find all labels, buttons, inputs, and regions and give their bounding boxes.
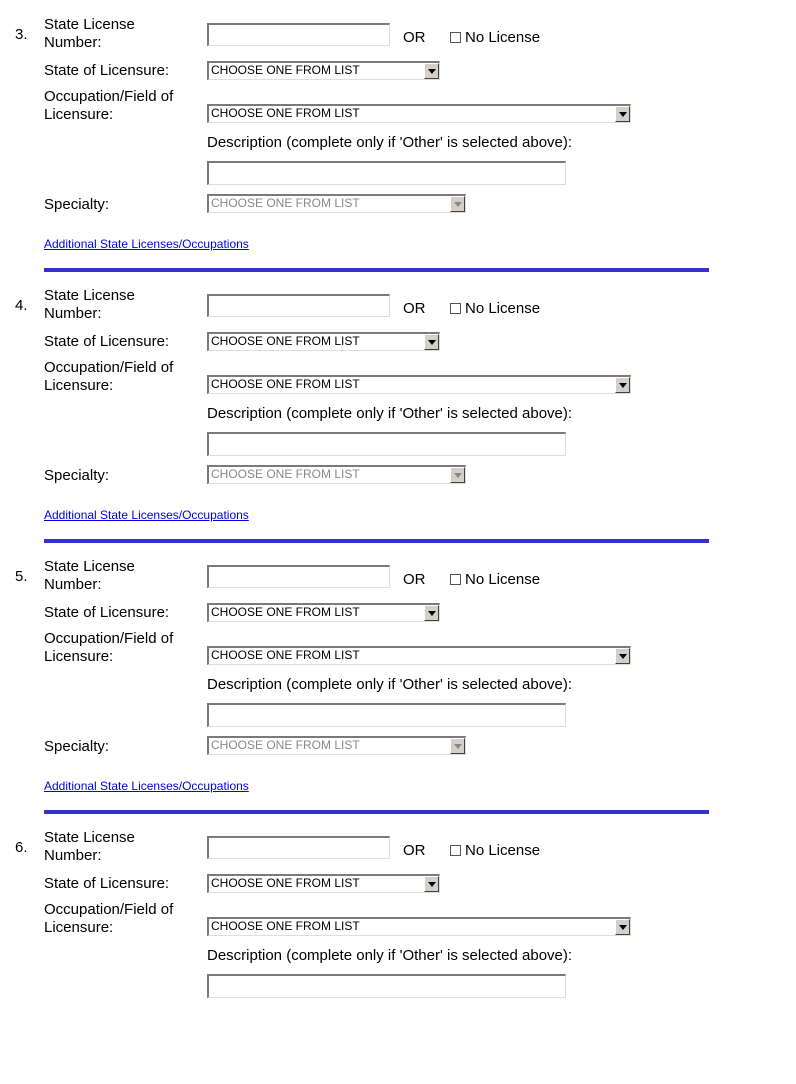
specialty-select[interactable]: CHOOSE ONE FROM LIST — [207, 736, 466, 755]
state-of-licensure-select[interactable]: CHOOSE ONE FROM LIST — [207, 61, 440, 80]
license-number-input[interactable] — [207, 294, 390, 317]
description-label: Description (complete only if 'Other' is… — [207, 134, 573, 151]
section-number: 5. — [15, 568, 28, 585]
occupation-label-line2: Licensure: — [44, 377, 114, 394]
specialty-label: Specialty: — [44, 738, 110, 755]
chevron-down-icon[interactable] — [424, 63, 439, 79]
additional-licenses-link[interactable]: Additional State Licenses/Occupations — [44, 508, 249, 522]
section-divider — [44, 539, 709, 543]
occupation-select[interactable]: CHOOSE ONE FROM LIST — [207, 104, 631, 123]
occupation-label-line2: Licensure: — [44, 919, 114, 936]
occupation-select[interactable]: CHOOSE ONE FROM LIST — [207, 375, 631, 394]
occupation-label-line1: Occupation/Field of — [44, 630, 174, 647]
description-label: Description (complete only if 'Other' is… — [207, 947, 573, 964]
license-number-input[interactable] — [207, 836, 390, 859]
chevron-down-icon[interactable] — [424, 876, 439, 892]
or-label: OR — [403, 29, 426, 46]
additional-licenses-link[interactable]: Additional State Licenses/Occupations — [44, 779, 249, 793]
section-number: 6. — [15, 839, 28, 856]
or-label: OR — [403, 300, 426, 317]
specialty-select[interactable]: CHOOSE ONE FROM LIST — [207, 465, 466, 484]
license-number-label-line1: State License — [44, 287, 135, 304]
license-number-label-line1: State License — [44, 558, 135, 575]
license-number-input[interactable] — [207, 565, 390, 588]
occupation-label-line2: Licensure: — [44, 106, 114, 123]
additional-licenses-link[interactable]: Additional State Licenses/Occupations — [44, 237, 249, 251]
section-divider — [44, 810, 709, 814]
license-section: 4. State License Number: OR No License State … — [0, 271, 796, 543]
state-of-licensure-label: State of Licensure: — [44, 333, 170, 350]
no-license-label: No License — [465, 300, 541, 317]
license-number-label-line2: Number: — [44, 847, 102, 864]
specialty-select-value: CHOOSE ONE FROM LIST — [211, 467, 360, 481]
specialty-select[interactable]: CHOOSE ONE FROM LIST — [207, 194, 466, 213]
chevron-down-icon[interactable] — [450, 467, 465, 483]
state-of-licensure-select-value: CHOOSE ONE FROM LIST — [211, 605, 360, 619]
chevron-down-icon[interactable] — [615, 377, 630, 393]
occupation-select-value: CHOOSE ONE FROM LIST — [211, 106, 360, 120]
chevron-down-icon[interactable] — [615, 106, 630, 122]
specialty-select-value: CHOOSE ONE FROM LIST — [211, 196, 360, 210]
license-section: 6. State License Number: OR No License State … — [0, 813, 796, 1084]
or-label: OR — [403, 842, 426, 859]
section-number: 3. — [15, 26, 28, 43]
occupation-label-line2: Licensure: — [44, 648, 114, 665]
chevron-down-icon[interactable] — [450, 196, 465, 212]
license-number-label-line2: Number: — [44, 34, 102, 51]
no-license-checkbox[interactable] — [450, 303, 461, 314]
description-input[interactable] — [207, 703, 566, 727]
description-input[interactable] — [207, 974, 566, 998]
state-of-licensure-select-value: CHOOSE ONE FROM LIST — [211, 334, 360, 348]
section-divider — [44, 268, 709, 272]
state-of-licensure-label: State of Licensure: — [44, 875, 170, 892]
specialty-label: Specialty: — [44, 196, 110, 213]
state-of-licensure-label: State of Licensure: — [44, 604, 170, 621]
chevron-down-icon[interactable] — [424, 605, 439, 621]
description-input[interactable] — [207, 161, 566, 185]
specialty-select-value: CHOOSE ONE FROM LIST — [211, 738, 360, 752]
license-number-input[interactable] — [207, 23, 390, 46]
specialty-label: Specialty: — [44, 467, 110, 484]
state-of-licensure-select[interactable]: CHOOSE ONE FROM LIST — [207, 603, 440, 622]
no-license-checkbox[interactable] — [450, 574, 461, 585]
chevron-down-icon[interactable] — [424, 334, 439, 350]
no-license-label: No License — [465, 29, 541, 46]
occupation-label-line1: Occupation/Field of — [44, 88, 174, 105]
state-of-licensure-select[interactable]: CHOOSE ONE FROM LIST — [207, 874, 440, 893]
occupation-label-line1: Occupation/Field of — [44, 901, 174, 918]
occupation-select[interactable]: CHOOSE ONE FROM LIST — [207, 646, 631, 665]
occupation-select-value: CHOOSE ONE FROM LIST — [211, 377, 360, 391]
occupation-select-value: CHOOSE ONE FROM LIST — [211, 648, 360, 662]
description-label: Description (complete only if 'Other' is… — [207, 405, 573, 422]
license-section: 5. State License Number: OR No License State … — [0, 542, 796, 814]
section-number: 4. — [15, 297, 28, 314]
description-input[interactable] — [207, 432, 566, 456]
no-license-checkbox[interactable] — [450, 32, 461, 43]
occupation-select[interactable]: CHOOSE ONE FROM LIST — [207, 917, 631, 936]
license-number-label-line1: State License — [44, 16, 135, 33]
occupation-label-line1: Occupation/Field of — [44, 359, 174, 376]
no-license-label: No License — [465, 842, 541, 859]
or-label: OR — [403, 571, 426, 588]
license-number-label-line2: Number: — [44, 576, 102, 593]
license-section: 3. State License Number: OR No License State … — [0, 0, 796, 272]
occupation-select-value: CHOOSE ONE FROM LIST — [211, 919, 360, 933]
license-number-label-line2: Number: — [44, 305, 102, 322]
chevron-down-icon[interactable] — [450, 738, 465, 754]
no-license-label: No License — [465, 571, 541, 588]
license-number-label-line1: State License — [44, 829, 135, 846]
state-of-licensure-select[interactable]: CHOOSE ONE FROM LIST — [207, 332, 440, 351]
description-label: Description (complete only if 'Other' is… — [207, 676, 573, 693]
chevron-down-icon[interactable] — [615, 919, 630, 935]
state-of-licensure-label: State of Licensure: — [44, 62, 170, 79]
chevron-down-icon[interactable] — [615, 648, 630, 664]
state-of-licensure-select-value: CHOOSE ONE FROM LIST — [211, 63, 360, 77]
state-of-licensure-select-value: CHOOSE ONE FROM LIST — [211, 876, 360, 890]
no-license-checkbox[interactable] — [450, 845, 461, 856]
